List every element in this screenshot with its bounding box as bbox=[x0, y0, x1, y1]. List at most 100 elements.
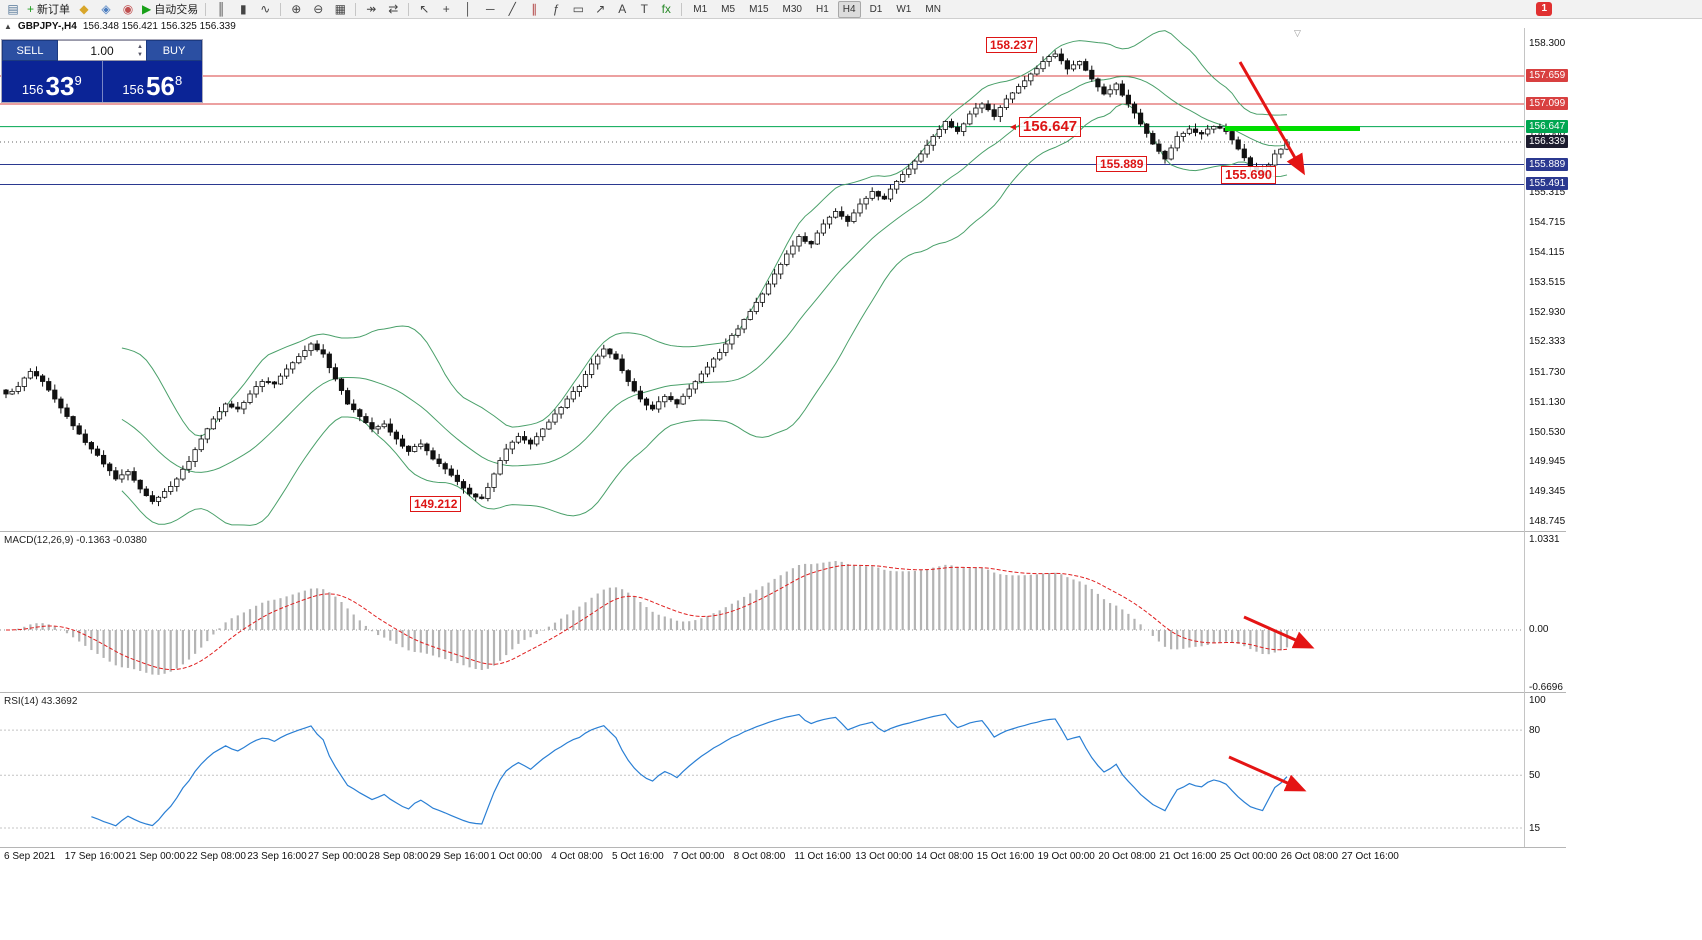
candle-body bbox=[27, 371, 34, 379]
timeframe-button-m30[interactable]: M30 bbox=[782, 3, 802, 15]
candle-body bbox=[1077, 61, 1083, 66]
price-axis-badge: 155.491 bbox=[1526, 177, 1569, 191]
new-chart-button[interactable]: ▤ bbox=[3, 1, 23, 17]
candle-body bbox=[735, 328, 741, 336]
text-tool-icon: A bbox=[618, 2, 627, 16]
candle-body bbox=[845, 215, 851, 222]
new-order-button[interactable]: + 新订单 bbox=[25, 1, 72, 17]
price-chart[interactable] bbox=[0, 28, 1524, 531]
candle-body bbox=[729, 334, 735, 345]
bar-chart-button[interactable]: ║ bbox=[211, 1, 231, 17]
candle-body bbox=[1003, 98, 1010, 108]
timeframe-button-m1[interactable]: M1 bbox=[693, 3, 708, 15]
notifications-badge[interactable]: 1 bbox=[1536, 2, 1552, 16]
toolbar-separator bbox=[205, 2, 207, 16]
macd-panel[interactable] bbox=[0, 532, 1524, 692]
timeframe-button-m5[interactable]: M5 bbox=[721, 3, 736, 15]
candle-body bbox=[1217, 126, 1223, 129]
strategy-tester-button[interactable]: ◉ bbox=[118, 1, 138, 17]
candlestick-chart-button[interactable]: ▮ bbox=[233, 1, 253, 17]
buy-button[interactable]: BUY bbox=[146, 40, 202, 61]
auto-scroll-icon: ↠ bbox=[366, 2, 377, 16]
crosshair-icon: + bbox=[442, 2, 450, 16]
zoom-in-button[interactable]: ⊕ bbox=[286, 1, 306, 17]
timeframe-button-d1[interactable]: D1 bbox=[869, 3, 883, 15]
candle-body bbox=[704, 366, 711, 375]
timeframe-button-w1[interactable]: W1 bbox=[896, 3, 912, 15]
candle-body bbox=[692, 381, 698, 390]
candle-body bbox=[149, 495, 155, 502]
candle-body bbox=[1107, 89, 1113, 95]
rsi-panel[interactable] bbox=[0, 693, 1524, 847]
chart-shift-button[interactable]: ⇄ bbox=[383, 1, 403, 17]
candle-body bbox=[765, 283, 772, 295]
timeframe-button-mn[interactable]: MN bbox=[925, 3, 941, 15]
timeframe-button-h1[interactable]: H1 bbox=[815, 3, 829, 15]
global-variables-icon: ◈ bbox=[101, 2, 111, 16]
arrow-tool-button[interactable]: ↗ bbox=[590, 1, 610, 17]
candle-body bbox=[1070, 64, 1077, 70]
time-axis-label: 15 Oct 16:00 bbox=[976, 851, 1035, 862]
panel-separator[interactable] bbox=[0, 692, 1566, 693]
candle-body bbox=[1040, 61, 1046, 70]
autotrading-icon: ▶ bbox=[142, 2, 152, 16]
timeframe-button-m15[interactable]: M15 bbox=[749, 3, 769, 15]
trendline-icon: ╱ bbox=[508, 2, 516, 16]
candle-body bbox=[1235, 139, 1241, 150]
candle-body bbox=[515, 436, 522, 443]
shapes-button[interactable]: ▭ bbox=[568, 1, 588, 17]
autotrading-button[interactable]: ▶ 自动交易 bbox=[140, 1, 200, 17]
chart-shift-marker-icon[interactable]: ▽ bbox=[1294, 28, 1301, 38]
price-axis-label: 152.333 bbox=[1529, 336, 1566, 348]
zoom-out-icon: ⊖ bbox=[313, 2, 324, 16]
channel-button[interactable]: ∥ bbox=[524, 1, 544, 17]
fibonacci-button[interactable]: ƒ bbox=[546, 1, 566, 17]
candle-body bbox=[479, 496, 485, 499]
symbol-ohlc: 156.348 156.421 156.325 156.339 bbox=[82, 21, 236, 32]
global-variables-button[interactable]: ◈ bbox=[96, 1, 116, 17]
horizontal-line-button[interactable]: ─ bbox=[480, 1, 500, 17]
tile-windows-button[interactable]: ▦ bbox=[330, 1, 350, 17]
shapes-icon: ▭ bbox=[572, 2, 584, 16]
volume-input[interactable]: 1.00 ▲ ▼ bbox=[58, 40, 146, 61]
auto-scroll-button[interactable]: ↠ bbox=[361, 1, 381, 17]
candle-body bbox=[546, 421, 552, 430]
candle-body bbox=[503, 448, 509, 461]
sell-button[interactable]: SELL bbox=[2, 40, 58, 61]
candle-body bbox=[643, 398, 650, 406]
zoom-out-button[interactable]: ⊖ bbox=[308, 1, 328, 17]
candle-body bbox=[113, 470, 119, 480]
indicators-button[interactable]: fx bbox=[656, 1, 676, 17]
text-tool-button[interactable]: A bbox=[612, 1, 632, 17]
cursor-button[interactable]: ↖ bbox=[414, 1, 434, 17]
candle-body bbox=[1113, 83, 1119, 91]
candle-body bbox=[15, 386, 21, 392]
one-click-collapse-icon[interactable]: ▲ bbox=[4, 22, 12, 31]
time-axis-label: 1 Oct 00:00 bbox=[490, 851, 543, 862]
text-label-button[interactable]: T bbox=[634, 1, 654, 17]
history-center-button[interactable]: ◆ bbox=[74, 1, 94, 17]
candle-body bbox=[192, 449, 198, 462]
candle-body bbox=[222, 403, 229, 413]
timeframe-button-h4[interactable]: H4 bbox=[837, 0, 861, 18]
candle-body bbox=[1186, 128, 1192, 134]
candle-body bbox=[717, 352, 723, 360]
volume-down-icon[interactable]: ▼ bbox=[137, 52, 143, 58]
vertical-line-button[interactable]: │ bbox=[458, 1, 478, 17]
time-axis-label: 5 Oct 16:00 bbox=[612, 851, 664, 862]
line-chart-button[interactable]: ∿ bbox=[255, 1, 275, 17]
panel-separator[interactable] bbox=[0, 531, 1566, 532]
buy-price-big: 56 bbox=[146, 71, 175, 102]
candle-body bbox=[1241, 148, 1247, 159]
candle-body bbox=[1229, 131, 1235, 141]
rsi-label: RSI(14) 43.3692 bbox=[4, 696, 78, 707]
volume-up-icon[interactable]: ▲ bbox=[137, 44, 143, 50]
candle-body bbox=[1022, 80, 1028, 87]
candle-body bbox=[997, 107, 1003, 117]
candle-body bbox=[344, 390, 351, 405]
trendline-button[interactable]: ╱ bbox=[502, 1, 522, 17]
crosshair-button[interactable]: + bbox=[436, 1, 456, 17]
candle-body bbox=[772, 273, 778, 285]
candle-body bbox=[338, 378, 345, 391]
rsi-axis-label: 100 bbox=[1529, 695, 1546, 706]
